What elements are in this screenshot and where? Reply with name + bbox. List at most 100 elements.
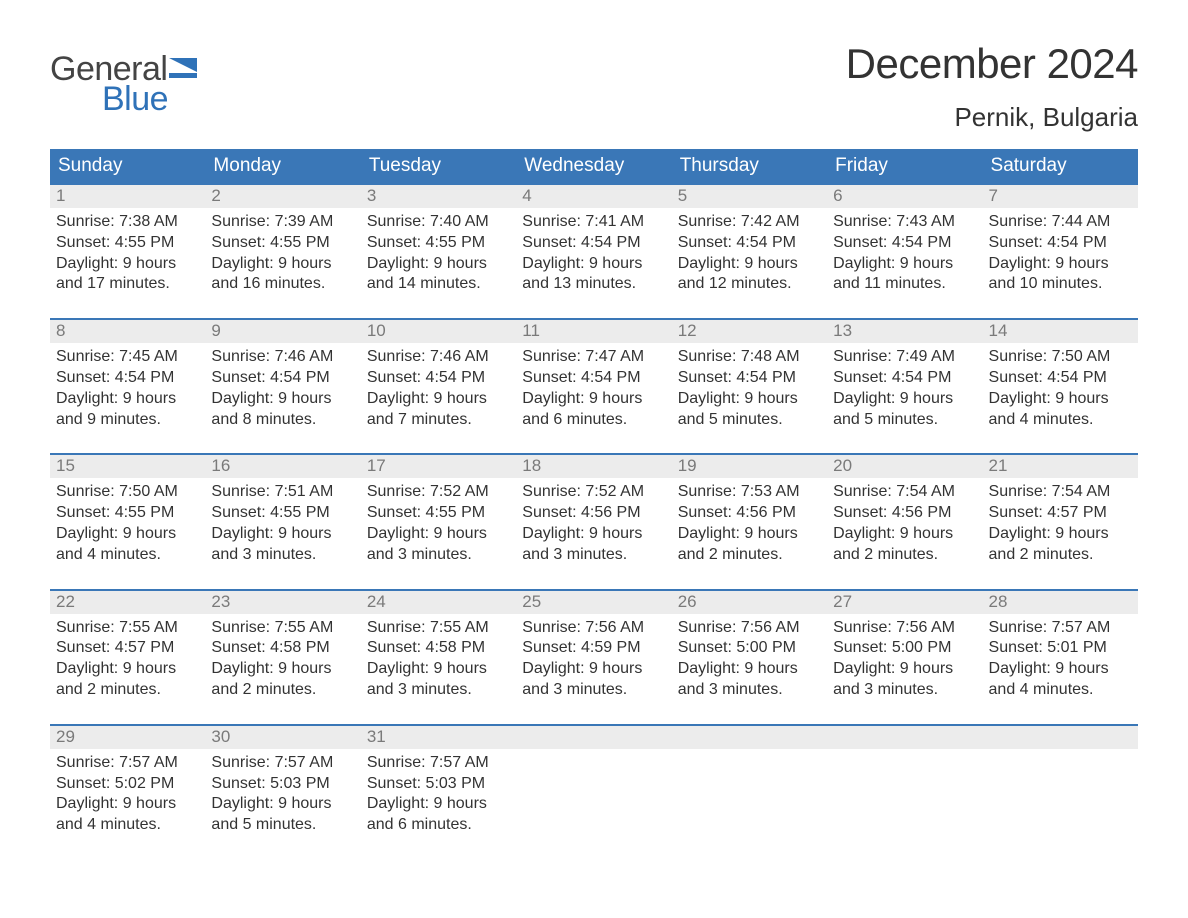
day-cell: Sunrise: 7:56 AMSunset: 5:00 PMDaylight:… bbox=[827, 614, 982, 707]
daylight-text-2: and 2 minutes. bbox=[989, 545, 1132, 566]
daylight-text-2: and 5 minutes. bbox=[678, 410, 821, 431]
sunrise-text: Sunrise: 7:38 AM bbox=[56, 212, 199, 233]
day-number-cell: 28 bbox=[983, 590, 1138, 614]
day-content: Sunrise: 7:38 AMSunset: 4:55 PMDaylight:… bbox=[50, 208, 205, 301]
day-number: 21 bbox=[983, 455, 1138, 478]
daylight-text-1: Daylight: 9 hours bbox=[367, 254, 510, 275]
sunset-text: Sunset: 4:55 PM bbox=[211, 503, 354, 524]
day-content bbox=[672, 749, 827, 839]
daylight-text-1: Daylight: 9 hours bbox=[367, 389, 510, 410]
day-number-cell: 3 bbox=[361, 184, 516, 208]
sunset-text: Sunset: 5:03 PM bbox=[367, 774, 510, 795]
day-cell: Sunrise: 7:46 AMSunset: 4:54 PMDaylight:… bbox=[205, 343, 360, 436]
day-number: 30 bbox=[205, 726, 360, 749]
sunset-text: Sunset: 4:54 PM bbox=[522, 233, 665, 254]
daylight-text-2: and 3 minutes. bbox=[211, 545, 354, 566]
day-number-cell: 21 bbox=[983, 454, 1138, 478]
day-cell: Sunrise: 7:40 AMSunset: 4:55 PMDaylight:… bbox=[361, 208, 516, 301]
day-content: Sunrise: 7:57 AMSunset: 5:03 PMDaylight:… bbox=[205, 749, 360, 842]
col-friday: Friday bbox=[827, 149, 982, 184]
day-content: Sunrise: 7:52 AMSunset: 4:55 PMDaylight:… bbox=[361, 478, 516, 571]
day-content: Sunrise: 7:43 AMSunset: 4:54 PMDaylight:… bbox=[827, 208, 982, 301]
daylight-text-1: Daylight: 9 hours bbox=[56, 524, 199, 545]
sunset-text: Sunset: 4:55 PM bbox=[56, 503, 199, 524]
logo-blue-text: Blue bbox=[102, 80, 203, 119]
sunset-text: Sunset: 4:55 PM bbox=[367, 503, 510, 524]
day-number: 17 bbox=[361, 455, 516, 478]
sunrise-text: Sunrise: 7:56 AM bbox=[522, 618, 665, 639]
day-number-cell: 12 bbox=[672, 319, 827, 343]
daylight-text-2: and 4 minutes. bbox=[989, 680, 1132, 701]
daylight-text-2: and 4 minutes. bbox=[56, 815, 199, 836]
day-number: 23 bbox=[205, 591, 360, 614]
day-number: 25 bbox=[516, 591, 671, 614]
daylight-text-2: and 2 minutes. bbox=[56, 680, 199, 701]
sunset-text: Sunset: 4:55 PM bbox=[367, 233, 510, 254]
day-number: 11 bbox=[516, 320, 671, 343]
daylight-text-1: Daylight: 9 hours bbox=[522, 389, 665, 410]
day-cell: Sunrise: 7:38 AMSunset: 4:55 PMDaylight:… bbox=[50, 208, 205, 301]
daylight-text-2: and 2 minutes. bbox=[678, 545, 821, 566]
sunset-text: Sunset: 4:59 PM bbox=[522, 638, 665, 659]
day-number: 13 bbox=[827, 320, 982, 343]
sunset-text: Sunset: 5:00 PM bbox=[833, 638, 976, 659]
day-number bbox=[516, 736, 671, 739]
day-content: Sunrise: 7:50 AMSunset: 4:55 PMDaylight:… bbox=[50, 478, 205, 571]
week-spacer bbox=[50, 301, 1138, 319]
sunset-text: Sunset: 4:54 PM bbox=[678, 233, 821, 254]
day-number: 8 bbox=[50, 320, 205, 343]
daylight-text-2: and 2 minutes. bbox=[211, 680, 354, 701]
day-number bbox=[983, 736, 1138, 739]
day-number: 16 bbox=[205, 455, 360, 478]
sunrise-text: Sunrise: 7:57 AM bbox=[56, 753, 199, 774]
day-cell: Sunrise: 7:46 AMSunset: 4:54 PMDaylight:… bbox=[361, 343, 516, 436]
day-content: Sunrise: 7:54 AMSunset: 4:57 PMDaylight:… bbox=[983, 478, 1138, 571]
sunrise-text: Sunrise: 7:54 AM bbox=[989, 482, 1132, 503]
location-text: Pernik, Bulgaria bbox=[846, 102, 1138, 133]
day-cell: Sunrise: 7:39 AMSunset: 4:55 PMDaylight:… bbox=[205, 208, 360, 301]
daylight-text-1: Daylight: 9 hours bbox=[678, 254, 821, 275]
day-number-cell: 14 bbox=[983, 319, 1138, 343]
week-spacer bbox=[50, 707, 1138, 725]
day-content: Sunrise: 7:45 AMSunset: 4:54 PMDaylight:… bbox=[50, 343, 205, 436]
day-content: Sunrise: 7:57 AMSunset: 5:02 PMDaylight:… bbox=[50, 749, 205, 842]
day-number-cell: 13 bbox=[827, 319, 982, 343]
daylight-text-1: Daylight: 9 hours bbox=[367, 659, 510, 680]
sunrise-text: Sunrise: 7:54 AM bbox=[833, 482, 976, 503]
daylight-text-1: Daylight: 9 hours bbox=[211, 659, 354, 680]
day-cell: Sunrise: 7:47 AMSunset: 4:54 PMDaylight:… bbox=[516, 343, 671, 436]
daylight-text-1: Daylight: 9 hours bbox=[211, 389, 354, 410]
sunrise-text: Sunrise: 7:41 AM bbox=[522, 212, 665, 233]
day-cell: Sunrise: 7:41 AMSunset: 4:54 PMDaylight:… bbox=[516, 208, 671, 301]
day-content: Sunrise: 7:56 AMSunset: 5:00 PMDaylight:… bbox=[827, 614, 982, 707]
day-content bbox=[516, 749, 671, 839]
day-number-cell: 23 bbox=[205, 590, 360, 614]
day-content: Sunrise: 7:39 AMSunset: 4:55 PMDaylight:… bbox=[205, 208, 360, 301]
day-number-cell: 15 bbox=[50, 454, 205, 478]
day-number-cell: 9 bbox=[205, 319, 360, 343]
sunrise-text: Sunrise: 7:55 AM bbox=[211, 618, 354, 639]
day-number: 27 bbox=[827, 591, 982, 614]
day-cell: Sunrise: 7:51 AMSunset: 4:55 PMDaylight:… bbox=[205, 478, 360, 571]
sunrise-text: Sunrise: 7:44 AM bbox=[989, 212, 1132, 233]
day-number-cell: 22 bbox=[50, 590, 205, 614]
sunrise-text: Sunrise: 7:49 AM bbox=[833, 347, 976, 368]
day-cell: Sunrise: 7:55 AMSunset: 4:57 PMDaylight:… bbox=[50, 614, 205, 707]
daylight-text-2: and 12 minutes. bbox=[678, 274, 821, 295]
day-number-cell: 29 bbox=[50, 725, 205, 749]
day-number-cell: 6 bbox=[827, 184, 982, 208]
day-cell: Sunrise: 7:49 AMSunset: 4:54 PMDaylight:… bbox=[827, 343, 982, 436]
day-content: Sunrise: 7:48 AMSunset: 4:54 PMDaylight:… bbox=[672, 343, 827, 436]
day-number: 4 bbox=[516, 185, 671, 208]
sunrise-text: Sunrise: 7:57 AM bbox=[989, 618, 1132, 639]
day-number: 6 bbox=[827, 185, 982, 208]
day-number: 31 bbox=[361, 726, 516, 749]
sunset-text: Sunset: 4:58 PM bbox=[211, 638, 354, 659]
col-thursday: Thursday bbox=[672, 149, 827, 184]
daylight-text-1: Daylight: 9 hours bbox=[56, 794, 199, 815]
day-number-cell: 4 bbox=[516, 184, 671, 208]
day-number-cell: 18 bbox=[516, 454, 671, 478]
day-number: 28 bbox=[983, 591, 1138, 614]
day-number: 20 bbox=[827, 455, 982, 478]
daylight-text-1: Daylight: 9 hours bbox=[211, 524, 354, 545]
